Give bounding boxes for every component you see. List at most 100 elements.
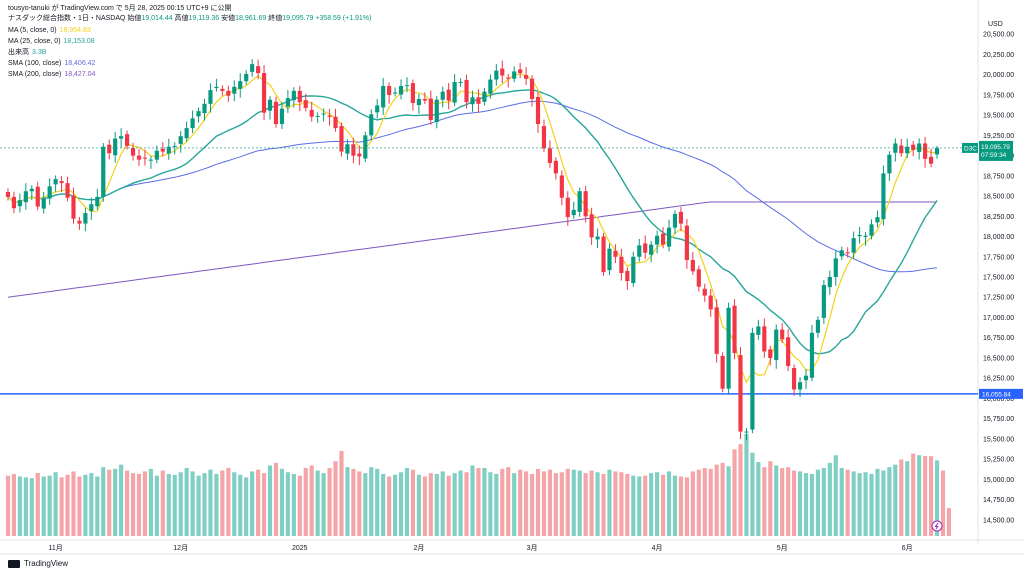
candle-body [410,83,416,104]
volume-bar [720,462,725,536]
volume-bar [678,476,684,536]
candle-body [792,368,797,390]
volume-bar [392,474,398,536]
candle-body [732,305,737,354]
volume-bar [208,469,213,536]
volume-bar [923,456,928,536]
y-tick-label: 15,000.00 [983,477,1014,484]
volume-bar [643,475,648,536]
volume-bar [291,473,296,536]
volume-bar [845,469,850,536]
volume-bar [53,472,58,536]
indicator-sma100[interactable]: SMA (100, close) 18,406.42 [8,59,95,69]
candle-body [571,209,576,216]
candle-body [232,86,237,94]
volume-bar [285,472,290,536]
candle-body [482,91,487,102]
hline-price-tag [979,388,1023,399]
candle-body [309,109,314,117]
symbol-tag-label: D3C [964,145,977,152]
symbol-title[interactable]: ナスダック総合指数・1日・NASDAQ [8,15,126,22]
candle-body [190,118,195,129]
volume-bar [571,469,576,536]
candle-body [506,77,511,79]
volume-bar [660,474,666,536]
candle-body [756,326,761,335]
x-tick-label: 6月 [902,544,913,552]
candle-body [279,108,285,125]
candle-body [863,235,868,237]
volume-bar [184,468,189,536]
volume-bar [422,476,427,536]
volume-bar [911,453,916,536]
candle-body [202,103,207,114]
candle-body [750,332,755,430]
volume-bar [196,475,201,536]
volume-bar [113,468,118,536]
x-tick-label: 4月 [652,544,663,552]
y-tick-label: 18,750.00 [983,173,1014,180]
volume-bar [702,468,707,536]
indicator-ma25[interactable]: MA (25, close, 0) 18,153.08 [8,37,95,47]
y-tick-label: 17,500.00 [983,275,1014,282]
candle-body [917,143,922,152]
indicator-sma200[interactable]: SMA (200, close) 18,427.04 [8,70,95,80]
candle-body [404,85,410,87]
volume-bar [762,467,767,536]
candle-body [327,115,332,117]
volume-bar [440,471,445,536]
candle-body [11,196,17,209]
candle-body [565,197,570,218]
candle-body [655,235,660,245]
y-tick-label: 20,000.00 [983,72,1014,79]
candle-body [53,179,58,185]
volume-bar [29,478,34,536]
volume-bar [577,470,582,536]
candle-body [148,159,153,161]
countdown-label: 07:59:34 [981,152,1007,159]
indicator-volume[interactable]: 出来高 3.3B [8,48,46,58]
candle-body [119,136,124,139]
volume-bar [77,476,82,536]
volume-bar [387,476,392,536]
candle-body [369,114,374,136]
open-label: 始値 [127,15,142,22]
change-value: +358.59 (+1.91%) [315,15,372,22]
candle-body [351,144,356,156]
volume-bar [690,471,695,536]
volume-bar [589,470,594,536]
volume-bar [11,473,17,536]
volume-bar [59,477,64,536]
candle-body [529,78,535,99]
volume-bar [768,461,773,536]
candle-body [780,329,785,340]
candle-body [512,71,517,79]
volume-bar [696,469,701,536]
volume-bar [154,475,159,536]
volume-bar [172,474,177,536]
tradingview-brand[interactable]: TradingView [8,559,68,568]
indicator-ma5[interactable]: MA (5, close, 0) 18,954.83 [8,26,91,36]
volume-bar [345,467,350,536]
volume-bar [410,469,416,536]
candle-body [125,134,130,146]
volume-bar [434,473,439,536]
candle-body [130,147,136,156]
volume-bar [631,475,636,536]
volume-bar [256,469,261,536]
candle-body [631,256,636,284]
volume-bar [119,464,124,536]
y-tick-label: 16,000.00 [983,396,1014,403]
candle-body [184,128,189,139]
volume-bar [363,473,368,536]
candle-body [923,143,928,159]
y-tick-label: 15,500.00 [983,436,1014,443]
volume-bar [303,468,308,536]
candle-body [553,160,558,174]
candle-body [291,90,296,101]
volume-bar [875,468,880,536]
candle-body [696,269,701,287]
volume-bar [541,471,547,536]
y-tick-label: 16,250.00 [983,376,1014,383]
